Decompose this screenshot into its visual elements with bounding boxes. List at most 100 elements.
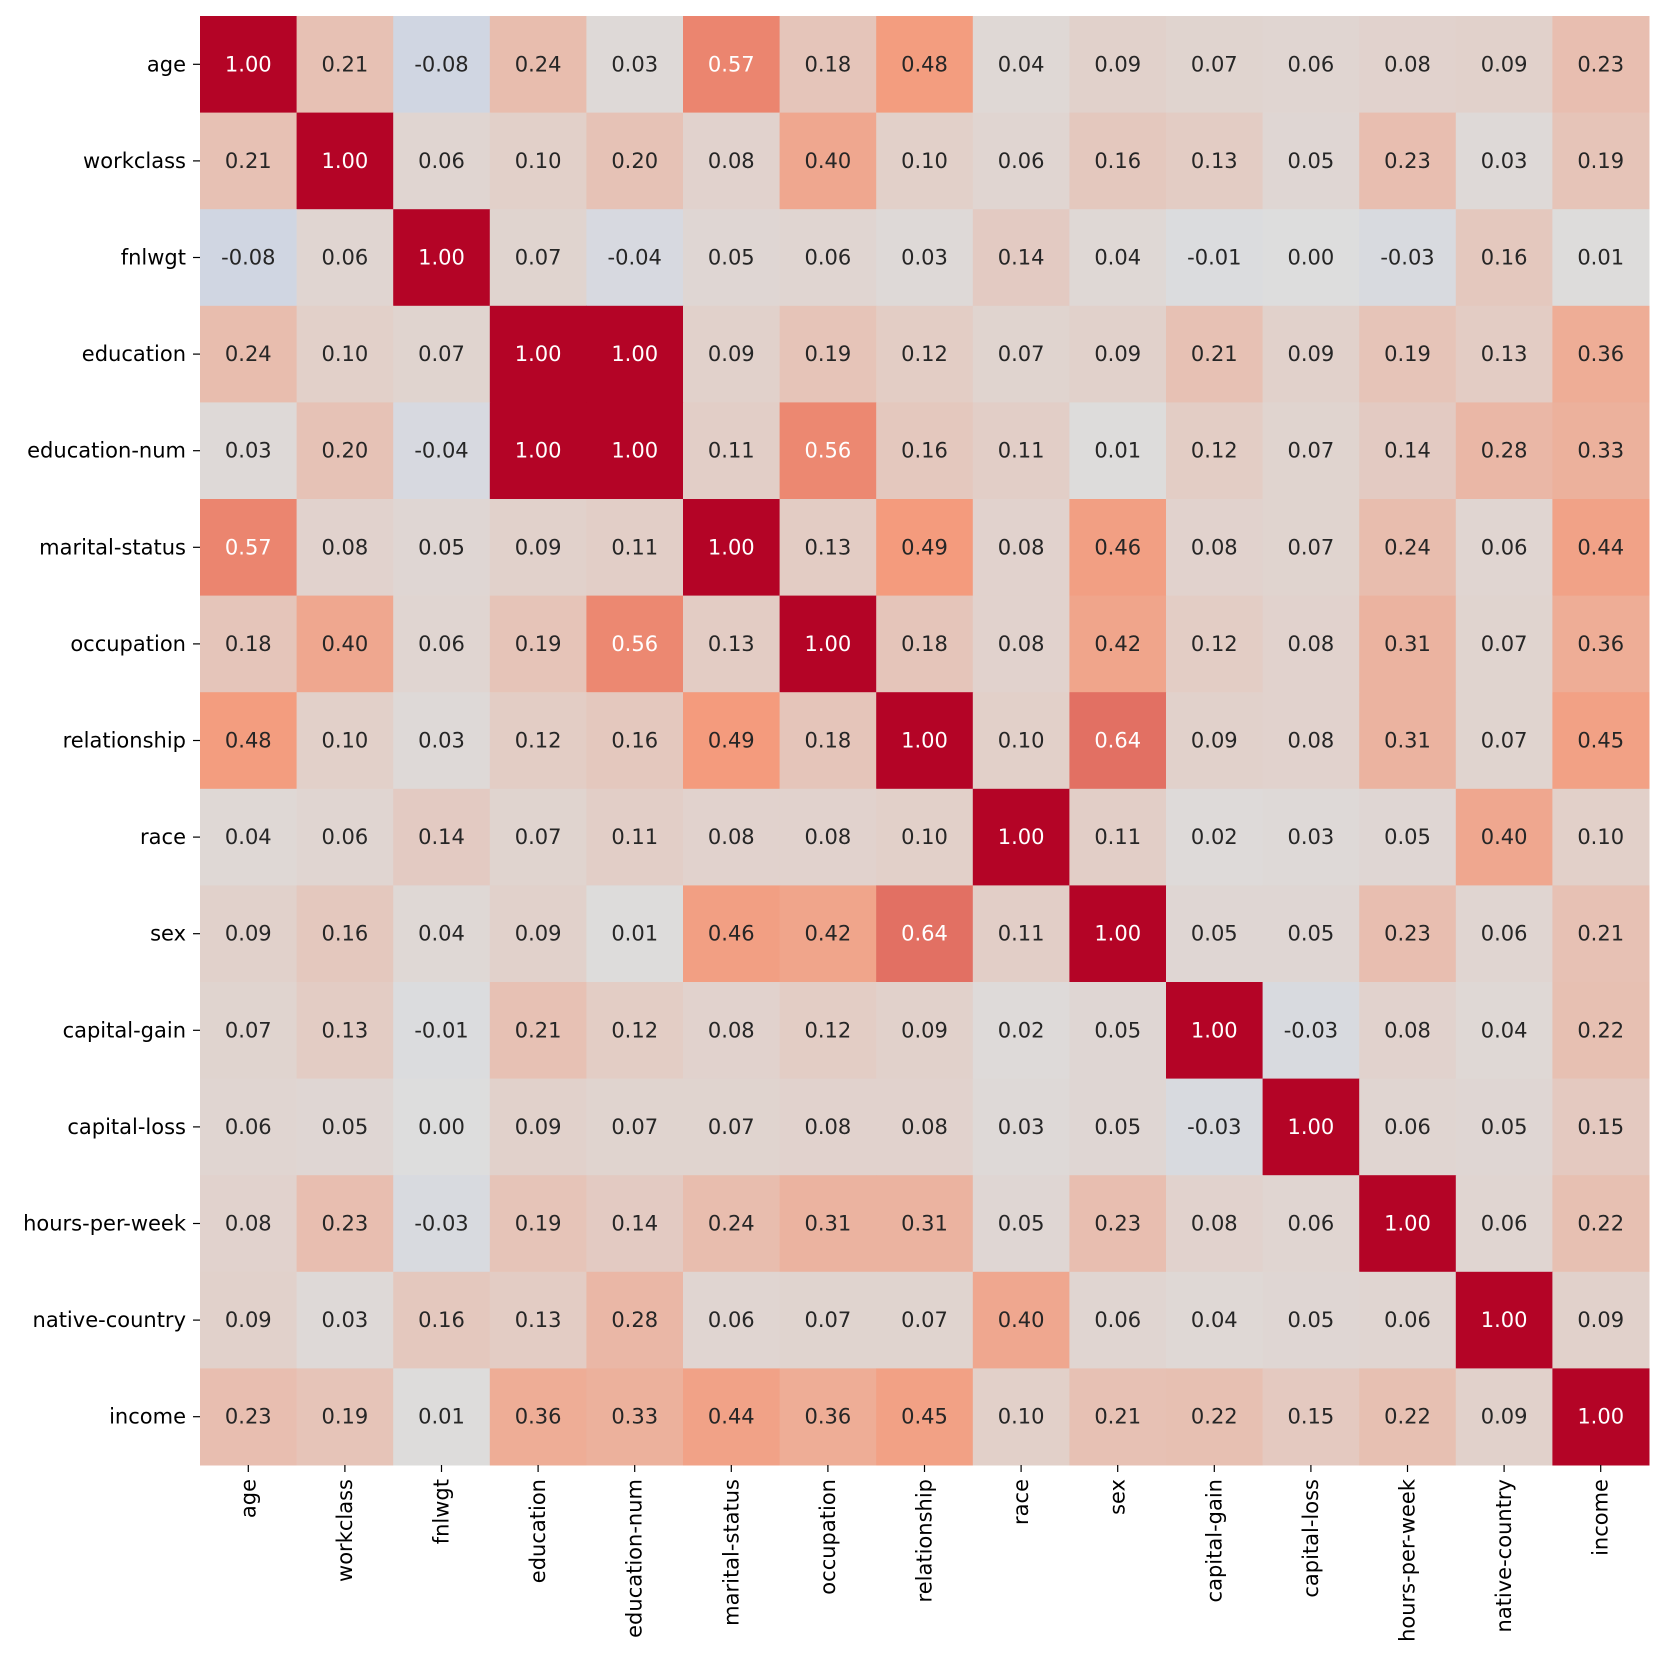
cell-value-fnlwgt-native-country: 0.16 xyxy=(1481,246,1528,270)
cell-fnlwgt-relationship xyxy=(876,209,974,307)
cell-capital-gain-age xyxy=(200,982,298,1080)
cell-value-marital-status-capital-gain: 0.08 xyxy=(1191,535,1238,559)
cell-capital-gain-education-num xyxy=(586,982,684,1080)
cell-value-capital-gain-marital-status: 0.08 xyxy=(708,1018,755,1042)
cell-value-education-num-relationship: 0.16 xyxy=(901,439,948,463)
cell-value-education-workclass: 0.10 xyxy=(322,342,369,366)
cell-age-capital-gain xyxy=(1166,16,1264,114)
cell-hours-per-week-native-country xyxy=(1455,1175,1553,1273)
cell-fnlwgt-race xyxy=(972,209,1070,307)
cell-fnlwgt-age xyxy=(200,209,298,307)
cell-relationship-hours-per-week xyxy=(1359,692,1457,790)
cell-value-workclass-race: 0.06 xyxy=(998,149,1045,173)
cell-race-education-num xyxy=(586,788,684,886)
cell-occupation-relationship xyxy=(876,595,974,693)
cell-value-native-country-workclass: 0.03 xyxy=(322,1308,369,1332)
y-tick-label-education-num: education-num xyxy=(27,439,186,463)
cell-capital-loss-capital-gain xyxy=(1166,1078,1264,1176)
cell-value-income-income: 1.00 xyxy=(1577,1405,1624,1429)
cell-hours-per-week-relationship xyxy=(876,1175,974,1273)
cell-value-income-occupation: 0.36 xyxy=(805,1405,852,1429)
cell-value-sex-education-num: 0.01 xyxy=(611,922,658,946)
cell-value-capital-gain-native-country: 0.04 xyxy=(1481,1018,1528,1042)
cell-education-income xyxy=(1552,305,1650,403)
cell-value-workclass-workclass: 1.00 xyxy=(322,149,369,173)
cell-race-occupation xyxy=(779,788,877,886)
cell-race-race xyxy=(972,788,1070,886)
cell-value-native-country-sex: 0.06 xyxy=(1094,1308,1141,1332)
x-tick-label-occupation: occupation xyxy=(816,1479,840,1595)
cell-value-capital-loss-sex: 0.05 xyxy=(1094,1115,1141,1139)
cell-value-workclass-sex: 0.16 xyxy=(1094,149,1141,173)
cell-value-capital-loss-fnlwgt: 0.00 xyxy=(418,1115,465,1139)
cell-value-hours-per-week-education-num: 0.14 xyxy=(611,1212,658,1236)
cell-value-occupation-race: 0.08 xyxy=(998,632,1045,656)
cell-value-hours-per-week-sex: 0.23 xyxy=(1094,1212,1141,1236)
cell-value-race-sex: 0.11 xyxy=(1094,825,1141,849)
cell-marital-status-education xyxy=(489,499,587,597)
cell-value-sex-income: 0.21 xyxy=(1577,922,1624,946)
cell-marital-status-race xyxy=(972,499,1070,597)
cell-hours-per-week-sex xyxy=(1069,1175,1167,1273)
cell-value-fnlwgt-workclass: 0.06 xyxy=(322,246,369,270)
cell-value-education-capital-gain: 0.21 xyxy=(1191,342,1238,366)
cell-value-education-marital-status: 0.09 xyxy=(708,342,755,366)
cell-value-marital-status-occupation: 0.13 xyxy=(805,535,852,559)
cell-value-income-marital-status: 0.44 xyxy=(708,1405,755,1429)
y-tick-label-education: education xyxy=(82,342,186,366)
cell-income-relationship xyxy=(876,1368,974,1466)
y-tick-label-marital-status: marital-status xyxy=(39,535,186,559)
y-tick-label-capital-gain: capital-gain xyxy=(63,1018,186,1042)
cell-occupation-marital-status xyxy=(683,595,781,693)
cell-value-sex-education: 0.09 xyxy=(515,922,562,946)
cell-value-sex-age: 0.09 xyxy=(225,922,272,946)
cell-capital-loss-marital-status xyxy=(683,1078,781,1176)
cell-sex-hours-per-week xyxy=(1359,885,1457,983)
cell-native-country-native-country xyxy=(1455,1271,1553,1369)
cell-value-relationship-relationship: 1.00 xyxy=(901,729,948,753)
cell-value-sex-occupation: 0.42 xyxy=(805,922,852,946)
cell-value-education-num-sex: 0.01 xyxy=(1094,439,1141,463)
cell-value-relationship-capital-loss: 0.08 xyxy=(1288,729,1335,753)
cell-value-education-native-country: 0.13 xyxy=(1481,342,1528,366)
cell-relationship-occupation xyxy=(779,692,877,790)
cell-value-occupation-marital-status: 0.13 xyxy=(708,632,755,656)
cell-value-marital-status-capital-loss: 0.07 xyxy=(1288,535,1335,559)
x-tick-label-capital-loss: capital-loss xyxy=(1299,1479,1323,1598)
y-tick-label-income: income xyxy=(109,1405,186,1429)
cell-fnlwgt-fnlwgt xyxy=(393,209,491,307)
cell-value-relationship-age: 0.48 xyxy=(225,729,272,753)
cell-value-fnlwgt-education-num: -0.04 xyxy=(608,246,662,270)
cell-capital-gain-marital-status xyxy=(683,982,781,1080)
cell-value-income-race: 0.10 xyxy=(998,1405,1045,1429)
cell-value-hours-per-week-workclass: 0.23 xyxy=(322,1212,369,1236)
x-tick-label-sex: sex xyxy=(1106,1479,1130,1515)
cell-education-num-education-num xyxy=(586,402,684,500)
cell-hours-per-week-race xyxy=(972,1175,1070,1273)
cell-capital-gain-relationship xyxy=(876,982,974,1080)
cell-value-capital-gain-age: 0.07 xyxy=(225,1018,272,1042)
x-tick-label-fnlwgt: fnlwgt xyxy=(430,1479,454,1544)
cell-value-hours-per-week-hours-per-week: 1.00 xyxy=(1384,1212,1431,1236)
cell-sex-capital-loss xyxy=(1262,885,1360,983)
cell-value-occupation-capital-loss: 0.08 xyxy=(1288,632,1335,656)
cell-occupation-capital-loss xyxy=(1262,595,1360,693)
cell-occupation-education xyxy=(489,595,587,693)
cell-value-sex-relationship: 0.64 xyxy=(901,922,948,946)
cell-value-education-education: 1.00 xyxy=(515,342,562,366)
cell-sex-education xyxy=(489,885,587,983)
cell-marital-status-relationship xyxy=(876,499,974,597)
cell-race-relationship xyxy=(876,788,974,886)
cell-value-hours-per-week-native-country: 0.06 xyxy=(1481,1212,1528,1236)
cell-value-fnlwgt-marital-status: 0.05 xyxy=(708,246,755,270)
cell-workclass-occupation xyxy=(779,112,877,210)
cell-value-race-capital-gain: 0.02 xyxy=(1191,825,1238,849)
cell-capital-loss-sex xyxy=(1069,1078,1167,1176)
cell-race-hours-per-week xyxy=(1359,788,1457,886)
cell-age-hours-per-week xyxy=(1359,16,1457,114)
cell-value-marital-status-fnlwgt: 0.05 xyxy=(418,535,465,559)
cell-workclass-native-country xyxy=(1455,112,1553,210)
cell-value-race-marital-status: 0.08 xyxy=(708,825,755,849)
x-tick-label-marital-status: marital-status xyxy=(719,1479,743,1626)
y-axis: age workclass fnlwgt education education-num… xyxy=(23,52,200,1429)
